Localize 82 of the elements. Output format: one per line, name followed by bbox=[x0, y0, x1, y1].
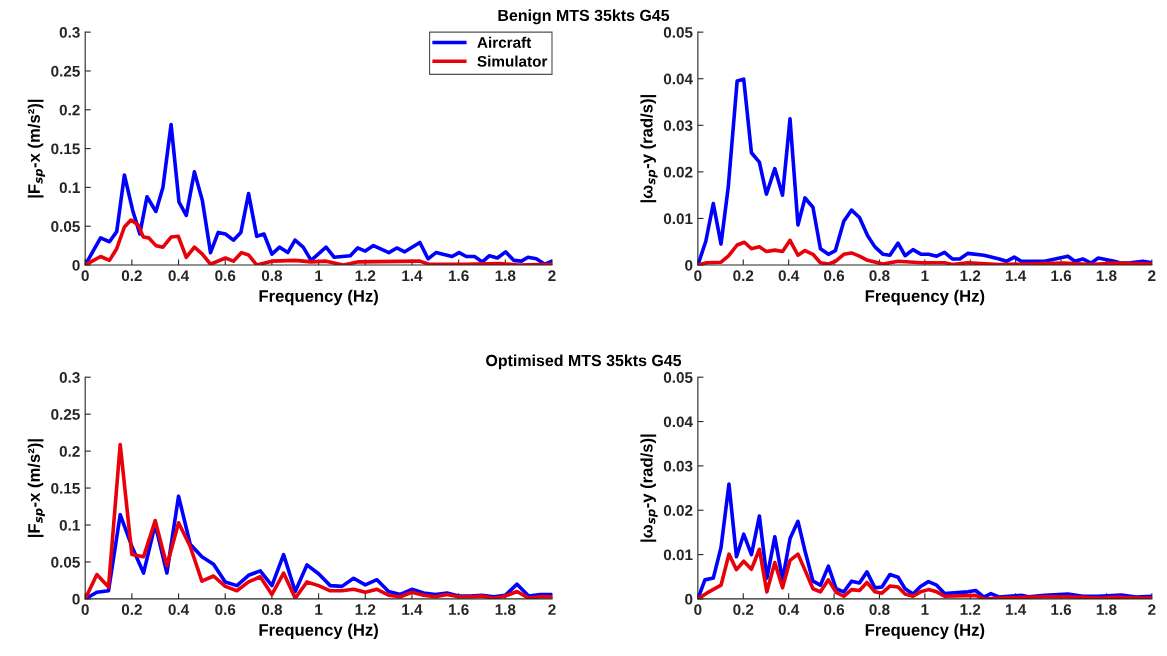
x-tick-label: 0 bbox=[694, 604, 702, 616]
y-tick-label: 0.05 bbox=[51, 556, 80, 568]
y-tick-label: 0.04 bbox=[663, 73, 693, 85]
chart-title: Optimised MTS 35kts G45 bbox=[486, 354, 682, 370]
x-tick-label: 0.6 bbox=[215, 604, 236, 616]
x-tick-label: 0 bbox=[81, 270, 89, 282]
x-tick-label: 0.2 bbox=[121, 604, 142, 616]
x-tick-label: 0.8 bbox=[261, 270, 283, 282]
x-tick-label: 2 bbox=[548, 604, 556, 615]
x-tick-label: 0.4 bbox=[168, 604, 190, 616]
y-tick-label: 0.1 bbox=[59, 519, 80, 531]
y-tick-label: 0.15 bbox=[51, 482, 80, 494]
y-tick-label: 0.03 bbox=[663, 460, 693, 472]
x-axis-title: Frequency (Hz) bbox=[865, 623, 985, 640]
legend-label: Aircraft bbox=[477, 36, 532, 48]
x-tick-label: 1.2 bbox=[355, 270, 376, 281]
y-tick-label: 0 bbox=[72, 259, 80, 271]
x-tick-label: 0 bbox=[81, 604, 89, 616]
y-tick-label: 0 bbox=[685, 593, 693, 605]
chart-title: Benign MTS 35kts G45 bbox=[498, 9, 670, 25]
x-tick-label: 1.4 bbox=[402, 270, 423, 281]
y-axis-title: |ω$_{sp}$-y (rad/s)| bbox=[640, 95, 658, 203]
x-tick-label: 0.8 bbox=[869, 604, 890, 616]
y-tick-label: 0.05 bbox=[663, 27, 693, 38]
x-axis-title: Frequency (Hz) bbox=[259, 623, 378, 640]
x-tick-label: 0.6 bbox=[215, 270, 236, 282]
x-tick-label: 0.6 bbox=[824, 604, 845, 616]
x-tick-label: 2 bbox=[1148, 604, 1156, 615]
y-tick-label: 0.1 bbox=[59, 182, 80, 194]
y-tick-label: 0.15 bbox=[51, 143, 80, 155]
x-tick-label: 0 bbox=[694, 270, 702, 282]
x-tick-label: 2 bbox=[548, 270, 556, 281]
x-tick-label: 1.6 bbox=[448, 270, 469, 282]
x-tick-label: 1 bbox=[921, 604, 929, 615]
x-tick-label: 0.8 bbox=[869, 270, 890, 282]
y-axis-title: |F$_{sp}$-x (m/s²)| bbox=[27, 99, 45, 198]
x-tick-label: 0.2 bbox=[733, 270, 754, 282]
y-axis-title: |F$_{sp}$-x (m/s²)| bbox=[27, 439, 45, 537]
y-tick-label: 0.3 bbox=[59, 372, 80, 383]
y-tick-label: 0.02 bbox=[663, 166, 693, 178]
x-axis-title: Frequency (Hz) bbox=[259, 289, 378, 306]
legend-label: Simulator bbox=[477, 55, 548, 67]
y-tick-label: 0.03 bbox=[663, 120, 693, 131]
x-tick-label: 1.8 bbox=[1096, 604, 1117, 616]
x-tick-label: 2 bbox=[1148, 270, 1156, 281]
y-tick-label: 0.01 bbox=[663, 213, 693, 225]
x-tick-label: 1.2 bbox=[960, 604, 981, 615]
y-tick-label: 0.3 bbox=[59, 27, 80, 38]
x-tick-label: 0.8 bbox=[261, 604, 283, 616]
y-tick-label: 0.01 bbox=[663, 549, 693, 561]
x-tick-label: 0.2 bbox=[121, 270, 142, 282]
x-tick-label: 1 bbox=[921, 270, 929, 281]
x-tick-label: 0.4 bbox=[168, 270, 190, 282]
x-axis-title: Frequency (Hz) bbox=[865, 289, 985, 306]
y-tick-label: 0.05 bbox=[51, 221, 80, 232]
y-tick-label: 0.02 bbox=[663, 505, 693, 516]
x-tick-label: 1 bbox=[315, 270, 323, 281]
y-tick-label: 0.25 bbox=[51, 409, 80, 420]
y-tick-label: 0.2 bbox=[59, 445, 80, 457]
x-tick-label: 1.4 bbox=[402, 604, 423, 615]
y-tick-label: 0.05 bbox=[663, 372, 693, 383]
x-tick-label: 0.2 bbox=[733, 604, 754, 616]
y-tick-label: 0.04 bbox=[663, 416, 693, 428]
x-tick-label: 1.2 bbox=[355, 604, 376, 615]
x-tick-label: 1.4 bbox=[1005, 604, 1027, 615]
x-tick-label: 1.8 bbox=[1096, 270, 1117, 282]
x-tick-label: 1.2 bbox=[960, 270, 981, 281]
x-tick-label: 1.6 bbox=[1051, 604, 1072, 616]
x-tick-label: 0.4 bbox=[778, 270, 800, 282]
y-tick-label: 0 bbox=[685, 259, 693, 271]
x-tick-label: 1.6 bbox=[1051, 270, 1072, 282]
y-axis-title: |ω$_{sp}$-y (rad/s)| bbox=[640, 434, 658, 542]
x-tick-label: 1.8 bbox=[495, 604, 516, 616]
x-tick-label: 1 bbox=[315, 604, 323, 615]
y-tick-label: 0 bbox=[72, 593, 80, 605]
x-tick-label: 0.4 bbox=[778, 604, 800, 616]
x-tick-label: 1.6 bbox=[448, 604, 469, 616]
y-tick-label: 0.2 bbox=[59, 104, 80, 116]
x-tick-label: 0.6 bbox=[824, 270, 845, 282]
y-tick-label: 0.25 bbox=[51, 65, 80, 77]
x-tick-label: 1.4 bbox=[1005, 270, 1027, 281]
x-tick-label: 1.8 bbox=[495, 270, 516, 282]
